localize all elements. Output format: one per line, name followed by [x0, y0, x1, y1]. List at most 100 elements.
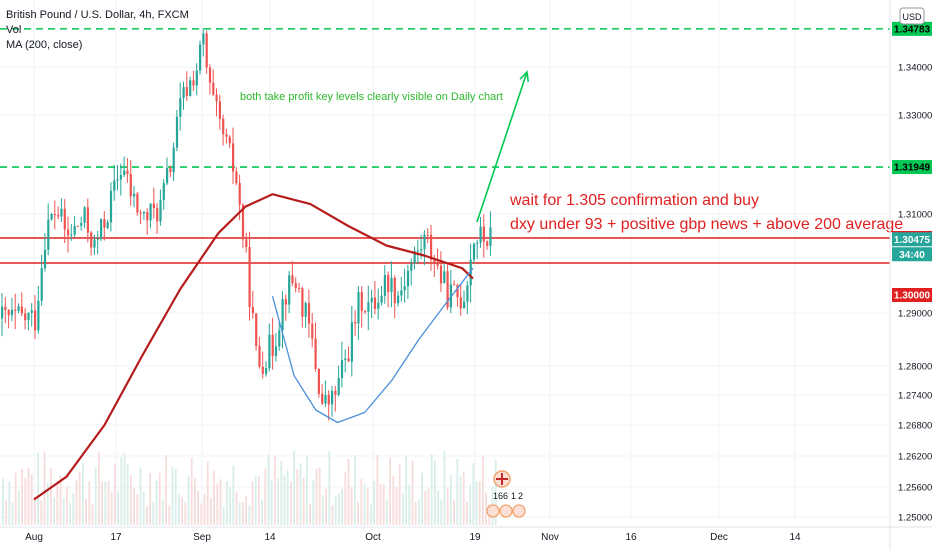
candle-down	[291, 275, 294, 284]
volume-bar	[245, 496, 247, 525]
tp-note: both take profit key levels clearly visi…	[240, 91, 503, 103]
volume-bar	[338, 493, 340, 525]
candle-down	[57, 214, 60, 217]
flag-icon[interactable]	[499, 504, 513, 518]
vol-indicator-label[interactable]: Vol	[6, 24, 22, 36]
currency-button[interactable]: USD	[899, 7, 925, 25]
cup-curve-line	[271, 267, 474, 424]
volume-bar	[50, 468, 52, 525]
volume-bar	[299, 463, 302, 525]
volume-bar	[123, 453, 126, 525]
volume-bar	[405, 455, 407, 525]
volume-bar	[389, 457, 391, 525]
candle-up	[172, 147, 175, 173]
candle-up	[10, 309, 14, 316]
candle-down	[208, 67, 212, 83]
volume-bar	[11, 502, 14, 525]
candle-down	[4, 306, 7, 311]
candle-down	[139, 212, 142, 214]
candle-up	[469, 259, 472, 286]
candle-down	[241, 204, 245, 240]
candle-down	[103, 219, 106, 228]
event-count[interactable]: 2	[518, 491, 523, 501]
candle-down	[53, 213, 56, 215]
volume-bar	[94, 467, 97, 525]
candle-down	[426, 234, 429, 236]
candle-down	[317, 368, 320, 394]
candle-down	[439, 265, 443, 284]
volume-bar	[78, 472, 81, 525]
volume-bar	[126, 463, 129, 525]
volume-bar	[88, 480, 91, 525]
volume-bar	[440, 499, 443, 525]
candle-up	[400, 290, 403, 296]
volume-bar	[277, 478, 279, 525]
candle-up	[390, 277, 393, 293]
x-tick-label: Nov	[541, 532, 559, 543]
candle-up	[324, 394, 327, 404]
candle-down	[387, 275, 390, 293]
event-count[interactable]: 1	[511, 491, 516, 501]
volume-bar	[104, 481, 107, 525]
flag-icon[interactable]	[486, 504, 500, 518]
candle-up	[60, 208, 63, 217]
candle-down	[321, 393, 324, 404]
volume-bar	[322, 495, 324, 525]
candle-up	[159, 199, 162, 222]
volume-bar	[446, 487, 449, 525]
candle-up	[331, 390, 334, 405]
flag-icon[interactable]	[512, 504, 526, 518]
candle-up	[116, 179, 119, 181]
candle-up	[162, 183, 165, 200]
price-label-text: 1.31949	[894, 163, 931, 174]
volume-bar	[366, 487, 369, 525]
candle-down	[67, 229, 70, 236]
volume-bar	[165, 455, 167, 525]
volume-bar	[408, 484, 411, 525]
candle-down	[373, 297, 377, 309]
y-tick-label: 1.26200	[898, 452, 932, 463]
volume-bar	[110, 491, 113, 525]
candle-up	[370, 297, 373, 303]
volume-bar	[398, 464, 401, 525]
volume-bar	[466, 501, 468, 525]
symbol-title[interactable]: British Pound / U.S. Dollar, 4h, FXCM	[6, 9, 189, 21]
volume-bar	[376, 454, 379, 525]
volume-bar	[120, 457, 123, 525]
event-count[interactable]: 6	[503, 491, 508, 501]
candle-up	[357, 291, 360, 324]
volume-bar	[341, 489, 343, 525]
volume-bar	[395, 486, 398, 525]
y-tick-label: 1.28000	[898, 362, 932, 373]
annotations: both take profit key levels clearly visi…	[240, 91, 903, 233]
y-tick-label: 1.33000	[898, 111, 932, 122]
x-tick-label: 14	[789, 532, 801, 543]
volume-bar	[414, 502, 417, 525]
event-count[interactable]: 16	[493, 491, 503, 501]
volume-bar	[56, 481, 59, 525]
candle-up	[70, 234, 73, 236]
candle-up	[489, 227, 492, 246]
volume-bar	[443, 451, 446, 525]
volume-bar	[475, 480, 478, 525]
candle-up	[337, 378, 340, 395]
volume-bar	[453, 499, 455, 525]
price-label-bg	[892, 232, 932, 247]
candle-down	[311, 323, 314, 339]
volume-bar	[152, 501, 155, 525]
candle-down	[482, 226, 485, 242]
candle-up	[304, 303, 307, 317]
volume-bar	[206, 461, 209, 525]
volume-bar	[344, 472, 347, 525]
volume-bar	[293, 450, 295, 525]
currency-button-frame	[899, 7, 925, 25]
candle-down	[7, 310, 10, 316]
candle-up	[344, 358, 347, 361]
ma-indicator-label[interactable]: MA (200, close)	[6, 39, 83, 51]
candle-down	[307, 303, 311, 324]
candle-down	[169, 168, 172, 173]
candle-down	[486, 241, 489, 246]
